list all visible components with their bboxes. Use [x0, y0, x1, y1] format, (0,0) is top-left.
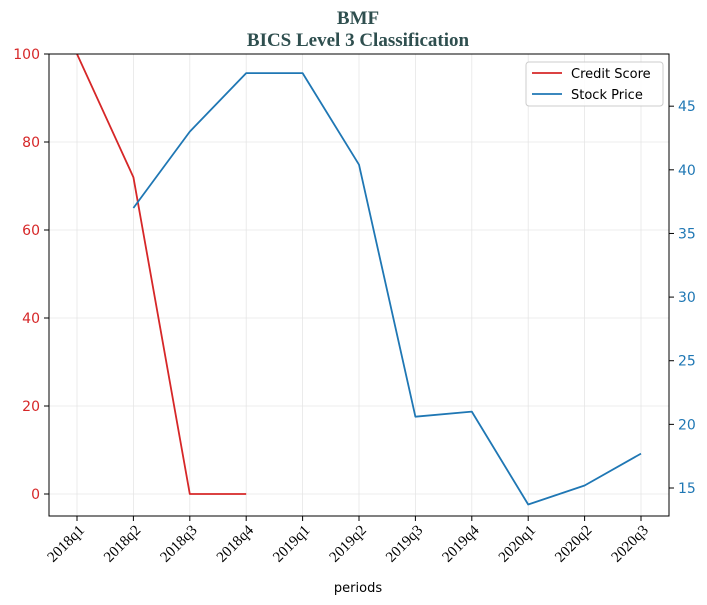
chart-title-line2: BICS Level 3 Classification	[247, 30, 470, 51]
y-tick-label-left: 100	[13, 47, 40, 63]
chart-title-line1: BMF	[337, 8, 379, 29]
y-tick-label-right: 35	[678, 226, 696, 242]
series-lines	[76, 53, 642, 506]
y-tick-label-left: 40	[22, 311, 40, 327]
legend-label-credit-score: Credit Score	[571, 67, 651, 82]
y-tick-label-right: 20	[678, 417, 696, 433]
legend: Credit Score Stock Price	[525, 61, 664, 107]
y-tick-label-right: 40	[678, 163, 696, 179]
y-tick-label-left: 20	[22, 399, 40, 415]
y-tick-label-right: 15	[678, 481, 696, 497]
y-tick-label-right: 25	[678, 354, 696, 370]
series-line-stock-price	[132, 72, 642, 506]
y-tick-label-left: 0	[31, 487, 40, 503]
y-tick-label-left: 60	[22, 223, 40, 239]
y-tick-label-left: 80	[22, 135, 40, 151]
series-line-credit-score	[76, 53, 247, 495]
y-tick-label-right: 45	[678, 99, 696, 115]
legend-label-stock-price: Stock Price	[571, 88, 643, 103]
axes	[44, 53, 674, 521]
y-tick-label-right: 30	[678, 290, 696, 306]
x-axis-label: periods	[334, 581, 382, 596]
